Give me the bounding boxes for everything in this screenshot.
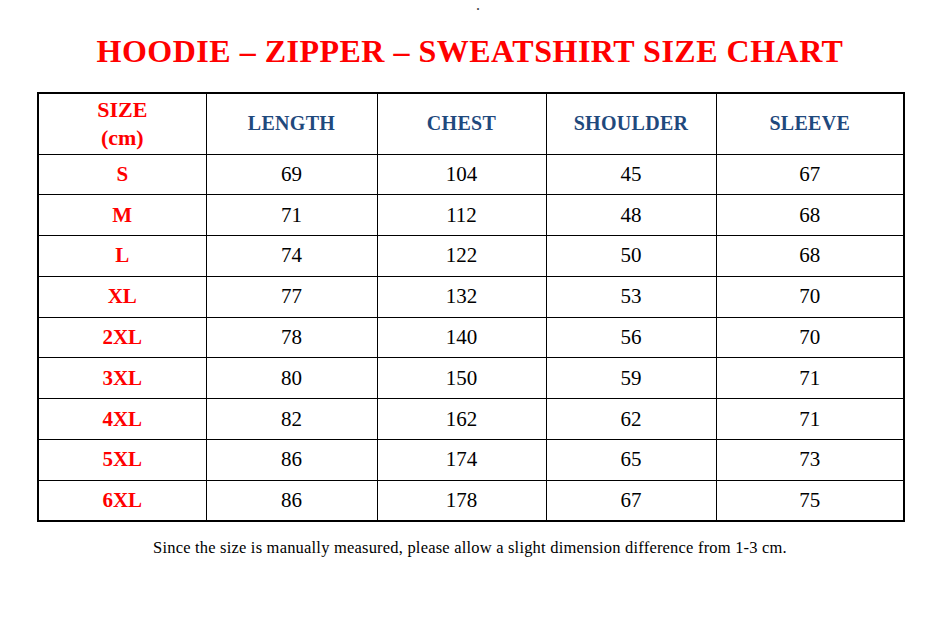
measurement-value: 68 — [716, 195, 904, 236]
size-table-body: S691044567M711124868L741225068XL77132537… — [38, 154, 904, 521]
header-size-line2: (cm) — [39, 124, 206, 152]
measurement-value: 122 — [377, 236, 546, 277]
header-size-cm: SIZE (cm) — [38, 93, 206, 154]
measurement-value: 70 — [716, 317, 904, 358]
measurement-value: 77 — [206, 276, 377, 317]
header-chest: CHEST — [377, 93, 546, 154]
measurement-value: 45 — [546, 154, 716, 195]
measurement-value: 86 — [206, 440, 377, 481]
size-label: XL — [38, 276, 206, 317]
table-row: XL771325370 — [38, 276, 904, 317]
measurement-value: 73 — [716, 440, 904, 481]
measurement-value: 162 — [377, 399, 546, 440]
measurement-value: 59 — [546, 358, 716, 399]
table-row: L741225068 — [38, 236, 904, 277]
measurement-value: 48 — [546, 195, 716, 236]
measurement-value: 150 — [377, 358, 546, 399]
measurement-value: 82 — [206, 399, 377, 440]
page-title: HOODIE – ZIPPER – SWEATSHIRT SIZE CHART — [0, 33, 940, 70]
measurement-value: 67 — [716, 154, 904, 195]
measurement-value: 50 — [546, 236, 716, 277]
measurement-value: 80 — [206, 358, 377, 399]
measurement-value: 65 — [546, 440, 716, 481]
size-label: M — [38, 195, 206, 236]
header-sleeve: SLEEVE — [716, 93, 904, 154]
header-length: LENGTH — [206, 93, 377, 154]
measurement-value: 70 — [716, 276, 904, 317]
size-label: 2XL — [38, 317, 206, 358]
size-label: 3XL — [38, 358, 206, 399]
measurement-value: 56 — [546, 317, 716, 358]
table-row: 4XL821626271 — [38, 399, 904, 440]
measurement-value: 74 — [206, 236, 377, 277]
measurement-value: 71 — [206, 195, 377, 236]
measurement-value: 174 — [377, 440, 546, 481]
table-row: M711124868 — [38, 195, 904, 236]
header-row: SIZE (cm) LENGTH CHEST SHOULDER SLEEVE — [38, 93, 904, 154]
measurement-value: 62 — [546, 399, 716, 440]
measurement-value: 71 — [716, 358, 904, 399]
table-row: 2XL781405670 — [38, 317, 904, 358]
header-size-line1: SIZE — [39, 96, 206, 124]
measurement-value: 178 — [377, 480, 546, 521]
table-header: SIZE (cm) LENGTH CHEST SHOULDER SLEEVE — [38, 93, 904, 154]
measurement-value: 78 — [206, 317, 377, 358]
size-label: 6XL — [38, 480, 206, 521]
measurement-value: 104 — [377, 154, 546, 195]
size-label: S — [38, 154, 206, 195]
measurement-value: 132 — [377, 276, 546, 317]
measurement-value: 86 — [206, 480, 377, 521]
size-chart-table: SIZE (cm) LENGTH CHEST SHOULDER SLEEVE S… — [37, 92, 905, 522]
measurement-value: 112 — [377, 195, 546, 236]
table-row: 5XL861746573 — [38, 440, 904, 481]
table-row: S691044567 — [38, 154, 904, 195]
size-chart-page: . HOODIE – ZIPPER – SWEATSHIRT SIZE CHAR… — [0, 0, 940, 623]
measurement-value: 68 — [716, 236, 904, 277]
measurement-value: 53 — [546, 276, 716, 317]
table-row: 6XL861786775 — [38, 480, 904, 521]
size-label: 4XL — [38, 399, 206, 440]
header-shoulder: SHOULDER — [546, 93, 716, 154]
table-row: 3XL801505971 — [38, 358, 904, 399]
measurement-value: 67 — [546, 480, 716, 521]
size-label: L — [38, 236, 206, 277]
stray-dot: . — [476, 0, 480, 13]
measurement-value: 71 — [716, 399, 904, 440]
measurement-value: 140 — [377, 317, 546, 358]
size-label: 5XL — [38, 440, 206, 481]
measurement-value: 75 — [716, 480, 904, 521]
footnote: Since the size is manually measured, ple… — [0, 538, 940, 558]
measurement-value: 69 — [206, 154, 377, 195]
